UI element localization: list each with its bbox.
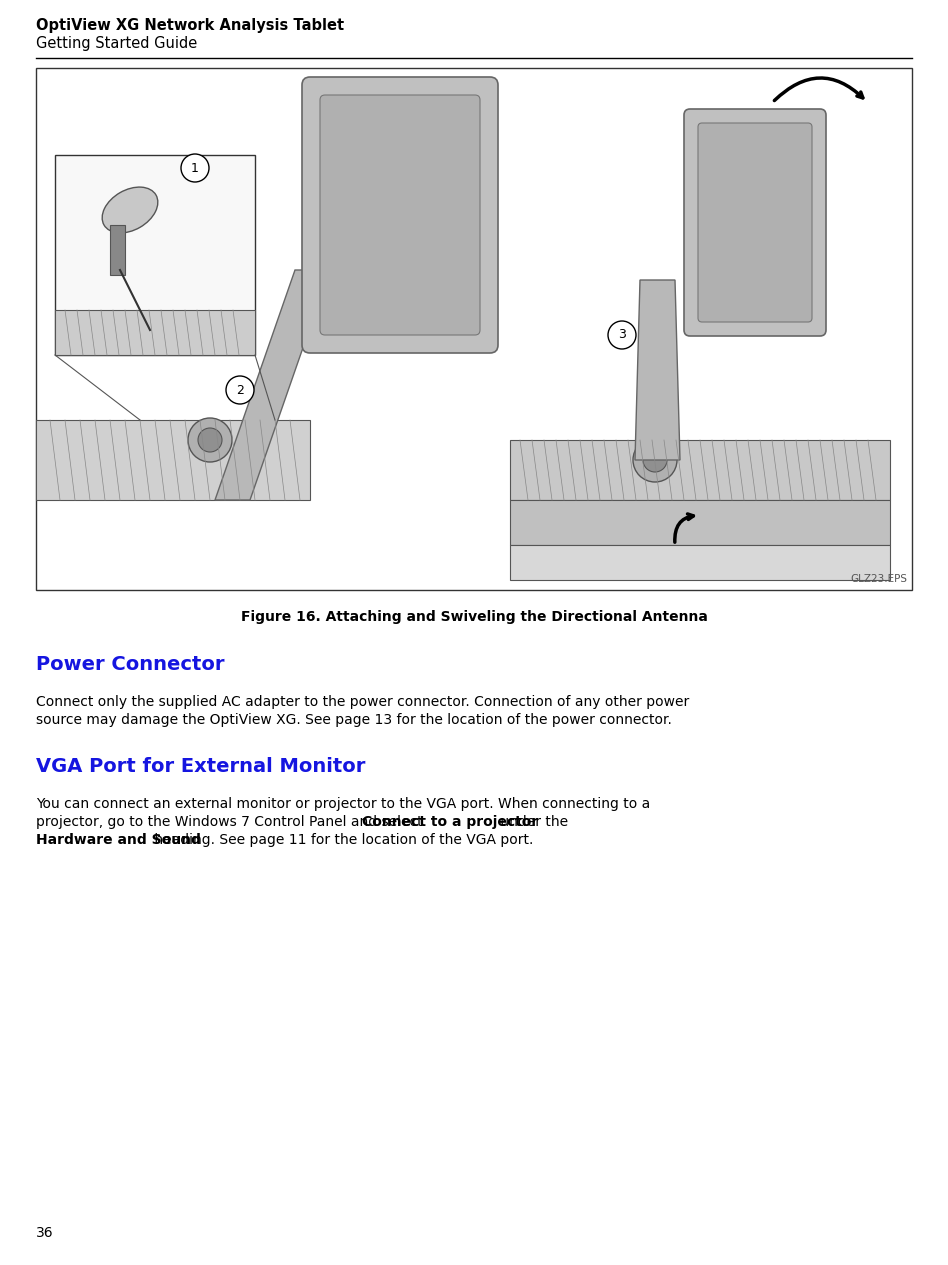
Polygon shape [36,420,310,500]
Text: projector, go to the Windows 7 Control Panel and select: projector, go to the Windows 7 Control P… [36,815,427,829]
Circle shape [608,321,636,349]
Bar [510,440,890,500]
Text: source may damage the OptiView XG. See page 13 for the location of the power con: source may damage the OptiView XG. See p… [36,713,672,727]
Text: 3: 3 [618,329,626,342]
Text: GLZ23.EPS: GLZ23.EPS [850,574,907,584]
FancyBboxPatch shape [302,77,498,353]
Bar [510,500,890,545]
Text: Hardware and Sound: Hardware and Sound [36,832,201,848]
Bar [55,156,255,355]
Circle shape [226,376,254,404]
Bar [55,310,255,355]
Circle shape [633,438,677,482]
Text: Connect only the supplied AC adapter to the power connector. Connection of any o: Connect only the supplied AC adapter to … [36,694,689,708]
Circle shape [181,154,209,182]
Text: heading. See page 11 for the location of the VGA port.: heading. See page 11 for the location of… [151,832,534,848]
FancyBboxPatch shape [320,95,480,335]
Text: Getting Started Guide: Getting Started Guide [36,35,197,51]
Text: 1: 1 [191,162,199,175]
Text: Figure 16. Attaching and Swiveling the Directional Antenna: Figure 16. Attaching and Swiveling the D… [241,610,707,624]
FancyBboxPatch shape [698,123,812,323]
Bar [36,68,912,589]
Text: 36: 36 [36,1226,54,1240]
Text: VGA Port for External Monitor: VGA Port for External Monitor [36,756,365,775]
Ellipse shape [102,187,157,233]
Circle shape [198,428,222,452]
Circle shape [188,417,232,462]
Text: OptiView XG Network Analysis Tablet: OptiView XG Network Analysis Tablet [36,18,344,33]
Polygon shape [635,280,680,460]
Bar [110,225,125,275]
Polygon shape [215,269,330,500]
Bar [510,545,890,579]
Text: Connect to a projector: Connect to a projector [362,815,538,829]
Text: You can connect an external monitor or projector to the VGA port. When connectin: You can connect an external monitor or p… [36,797,650,811]
Text: 2: 2 [236,383,244,396]
Text: Power Connector: Power Connector [36,655,225,674]
Text: under the: under the [496,815,568,829]
Circle shape [643,448,667,472]
FancyBboxPatch shape [684,109,826,336]
